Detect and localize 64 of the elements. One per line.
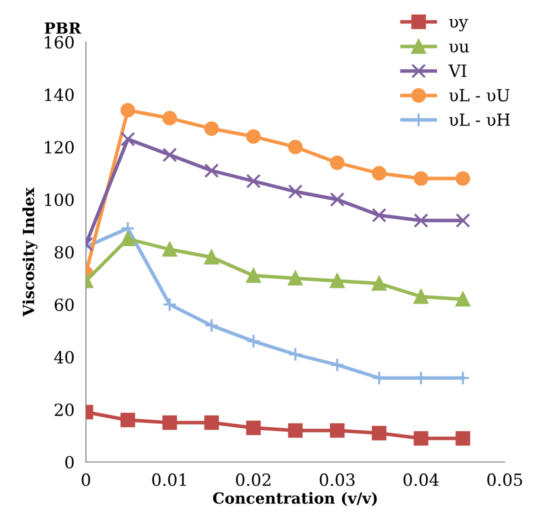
legend-label: υL - υU [449, 89, 510, 102]
y-tick-label: 0 [65, 456, 74, 469]
x-tick-label: 0.02 [236, 473, 270, 486]
point [288, 270, 303, 286]
point [372, 426, 386, 440]
point [288, 140, 303, 154]
legend-label: υL - υH [449, 114, 510, 126]
point [162, 297, 177, 312]
point [456, 292, 470, 307]
point [288, 184, 303, 199]
legend-label: υy [449, 19, 468, 32]
y-tick-label: 120 [45, 140, 74, 154]
point [162, 242, 177, 257]
point [288, 423, 303, 438]
x-tick-label: 0.01 [152, 473, 186, 486]
point [204, 163, 219, 178]
y-tick-label: 60 [54, 298, 74, 312]
point [414, 289, 428, 304]
point [204, 318, 219, 333]
y-tick-label: 140 [45, 88, 74, 102]
point [246, 334, 261, 349]
point [372, 208, 386, 223]
point [246, 420, 261, 436]
y-axis-title: Viscosity Index [22, 187, 38, 317]
x-tick-label: 0.04 [404, 473, 439, 486]
point [120, 412, 136, 428]
point [162, 415, 177, 430]
point [372, 166, 386, 181]
point [246, 268, 261, 283]
x-axis-title: Concentration (v/v) [213, 492, 377, 506]
point [204, 121, 219, 136]
x-tick-label: 0.05 [487, 473, 522, 486]
point [330, 192, 345, 207]
point [414, 213, 428, 228]
legend-label: υu [449, 44, 469, 53]
point [456, 171, 470, 186]
point [372, 276, 386, 291]
point [414, 431, 428, 446]
point [288, 347, 303, 362]
point [330, 358, 345, 372]
point [246, 129, 261, 144]
point [204, 415, 219, 430]
y-tick-label: 160 [45, 36, 74, 49]
point [162, 110, 177, 126]
point [120, 102, 136, 118]
legend-label: VI [448, 64, 466, 77]
point [204, 250, 219, 265]
point [120, 132, 136, 146]
point [414, 171, 428, 186]
y-tick-label: 20 [54, 403, 74, 416]
y-tick-label: 40 [54, 350, 74, 364]
point [330, 274, 345, 288]
point [162, 148, 177, 162]
point [120, 232, 136, 246]
y-tick-label: 100 [45, 193, 74, 206]
point [456, 431, 470, 446]
x-tick-label: 0 [82, 473, 90, 486]
x-tick-label: 0.03 [320, 473, 355, 486]
point [330, 155, 345, 170]
point [456, 213, 470, 228]
point [246, 174, 261, 188]
chart-title: PBR [44, 22, 82, 34]
point [330, 423, 345, 438]
y-tick-label: 80 [54, 246, 74, 259]
